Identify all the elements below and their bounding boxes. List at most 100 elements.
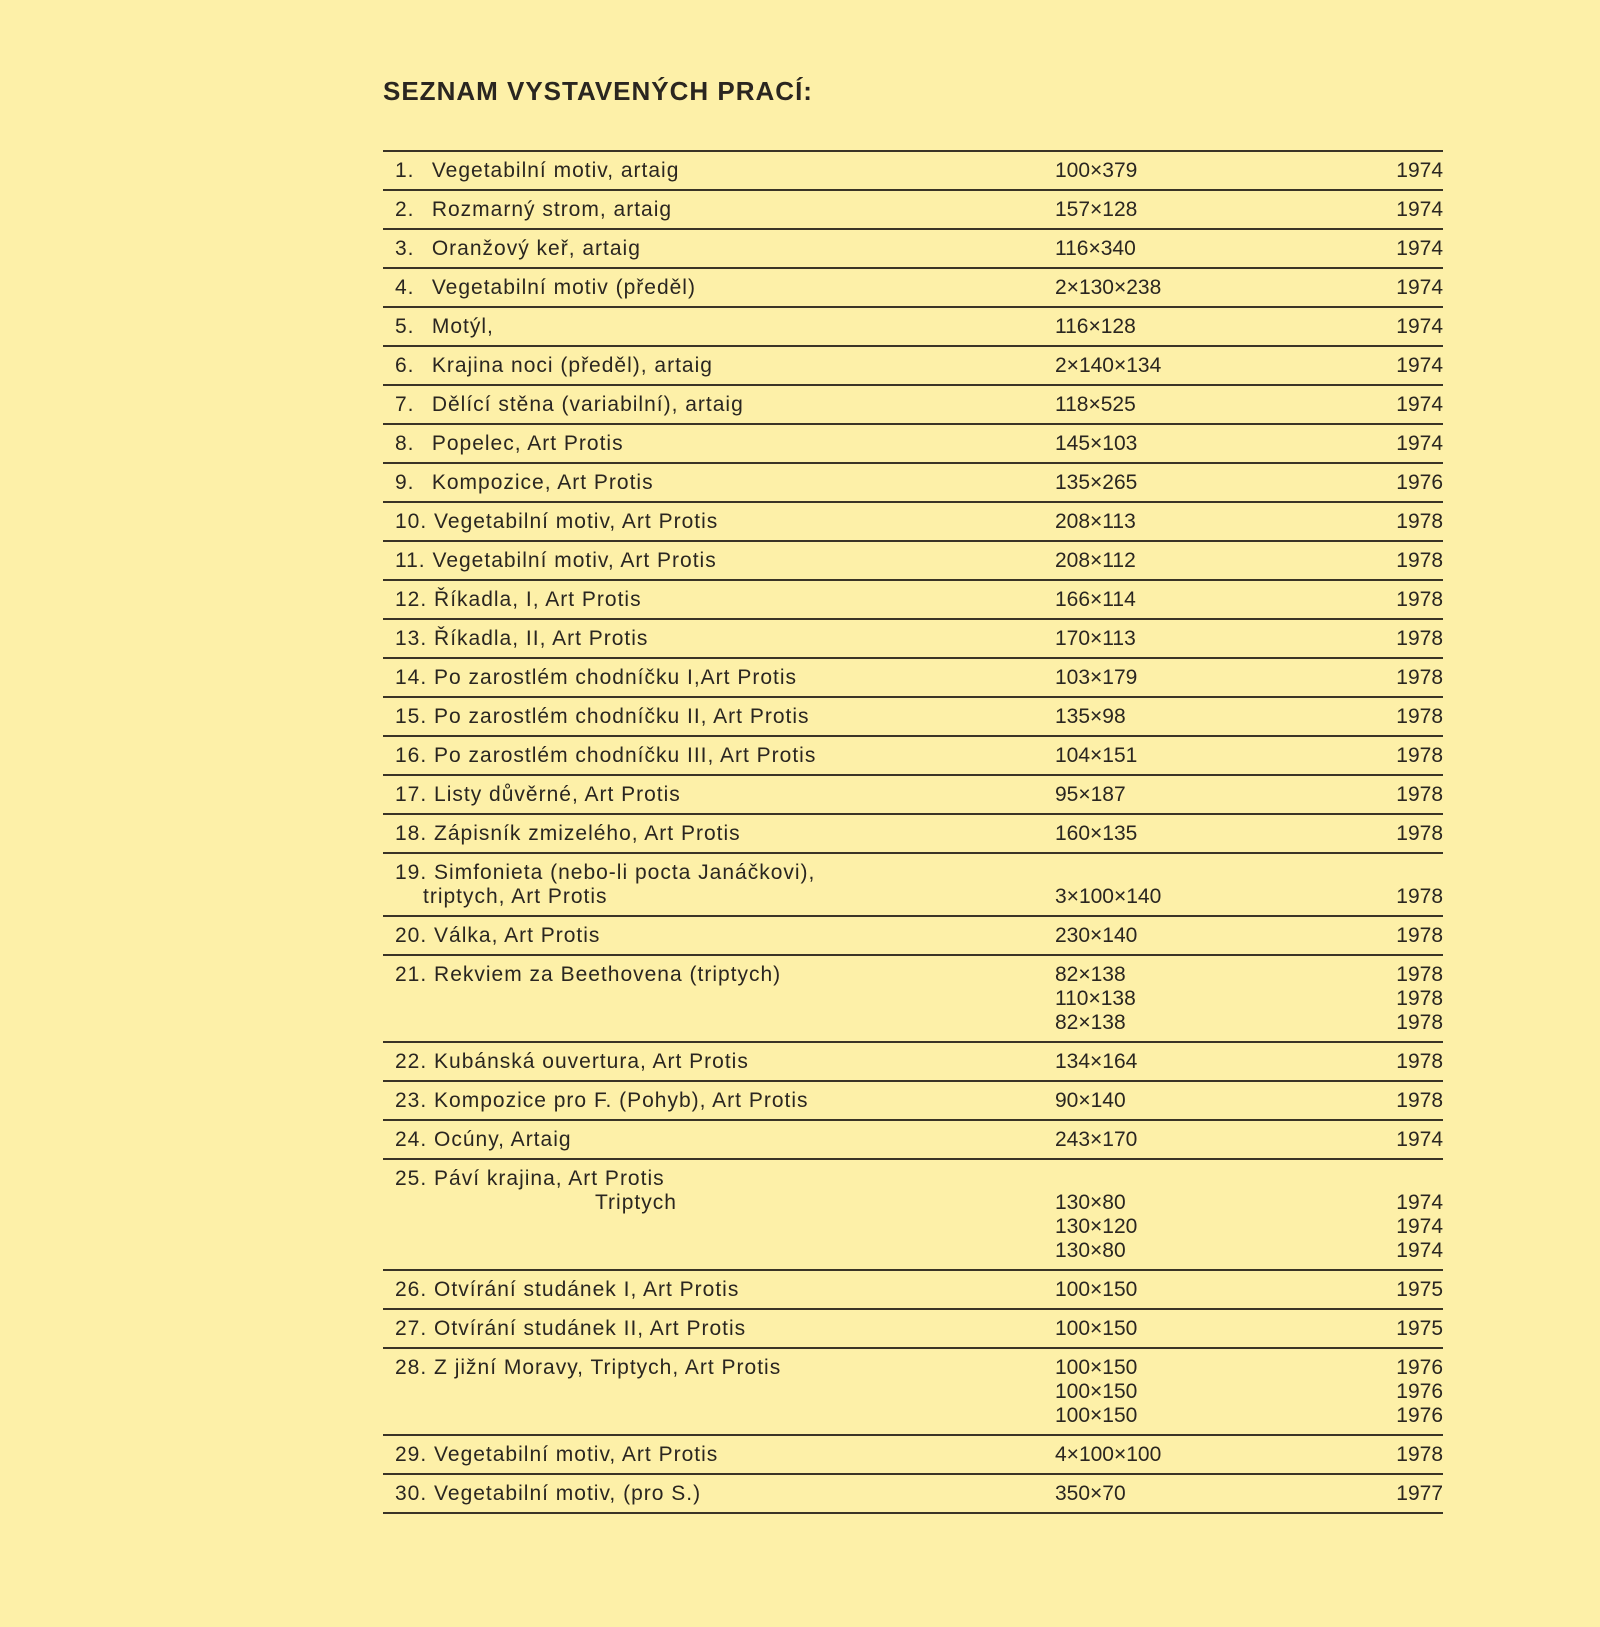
work-dimensions-cell: 170×113	[1055, 627, 1345, 651]
work-year-cell: 1974	[1345, 237, 1443, 261]
work-row: 17. Listy důvěrné, Art Protis 95×187 1978	[383, 776, 1443, 815]
work-number: 8.	[395, 432, 415, 455]
work-number: 12.	[395, 588, 428, 611]
work-title-line: 21. Rekviem za Beethovena (triptych)	[395, 963, 782, 986]
works-list: 1. Vegetabilní motiv, artaig 100×379 1974 2…	[383, 150, 1443, 1514]
work-dimensions: 135×98	[1055, 705, 1126, 728]
work-title-cell: 3. Oranžový keř, artaig	[383, 237, 1055, 261]
work-year-cell: 1978	[1345, 1050, 1443, 1074]
work-row: 21. Rekviem za Beethovena (triptych) 82×1…	[383, 956, 1443, 1043]
work-number: 22.	[395, 1050, 428, 1073]
work-title-line: 16. Po zarostlém chodníčku III, Art Prot…	[395, 744, 817, 767]
work-number: 14.	[395, 666, 428, 689]
work-year: 1978	[1396, 705, 1443, 728]
work-dimensions-cell: 100×379	[1055, 159, 1345, 183]
work-number: 26.	[395, 1278, 428, 1301]
work-title-cell: 12. Říkadla, I, Art Protis	[383, 588, 1055, 612]
work-dimensions: 208×112	[1055, 549, 1136, 572]
work-number: 6.	[395, 354, 415, 377]
work-title-cell: 22. Kubánská ouvertura, Art Protis	[383, 1050, 1055, 1074]
work-title-line: 24. Ocúny, Artaig	[395, 1128, 572, 1151]
work-number: 19.	[395, 861, 428, 884]
work-dimensions: 100×150	[1055, 1356, 1138, 1379]
work-dimensions: 103×179	[1055, 666, 1138, 689]
work-row: 4. Vegetabilní motiv (předěl) 2×130×238 19…	[383, 269, 1443, 308]
work-number: 24.	[395, 1128, 428, 1151]
work-year: 1978	[1396, 1050, 1443, 1073]
work-dimensions: 3×100×140	[1055, 885, 1162, 908]
work-row: 3. Oranžový keř, artaig 116×340 1974	[383, 230, 1443, 269]
work-dimensions-cell: 95×187	[1055, 783, 1345, 807]
work-title-cell: 19. Simfonieta (nebo-li pocta Janáčkovi)…	[383, 861, 1055, 909]
work-row: 19. Simfonieta (nebo-li pocta Janáčkovi)…	[383, 854, 1443, 917]
work-number: 2.	[395, 198, 415, 221]
work-row: 14. Po zarostlém chodníčku I,Art Protis 1…	[383, 659, 1443, 698]
work-year: 1974	[1396, 237, 1443, 260]
work-title-cell: 11. Vegetabilní motiv, Art Protis	[383, 549, 1055, 573]
work-year-cell: 1976 1976 1976	[1345, 1356, 1443, 1428]
work-title-cell: 6. Krajina noci (předěl), artaig	[383, 354, 1055, 378]
work-dimensions: 208×113	[1055, 510, 1136, 533]
work-year-cell: 1978	[1345, 744, 1443, 768]
work-row: 1. Vegetabilní motiv, artaig 100×379 1974	[383, 152, 1443, 191]
work-title-line: 7. Dělící stěna (variabilní), artaig	[395, 393, 744, 416]
work-number: 18.	[395, 822, 428, 845]
work-title-line: 30. Vegetabilní motiv, (pro S.)	[395, 1482, 702, 1505]
work-number: 4.	[395, 276, 415, 299]
work-dimensions-cell: 157×128	[1055, 198, 1345, 222]
work-title-line: 25. Páví krajina, Art Protis	[395, 1167, 665, 1190]
work-year-cell: 1974	[1345, 393, 1443, 417]
work-number: 17.	[395, 783, 428, 806]
work-dimensions: 100×150	[1055, 1278, 1138, 1301]
work-dimensions: 2×130×238	[1055, 276, 1162, 299]
work-year: 1974	[1396, 315, 1443, 338]
work-year-cell: 1978 1978 1978	[1345, 963, 1443, 1035]
work-title-cell: 8. Popelec, Art Protis	[383, 432, 1055, 456]
work-dimensions: 166×114	[1055, 588, 1136, 611]
work-year-cell: 1975	[1345, 1317, 1443, 1341]
work-title-line: 23. Kompozice pro F. (Pohyb), Art Protis	[395, 1089, 809, 1112]
work-year: 1974	[1396, 393, 1443, 416]
work-title-cell: 27. Otvírání studánek II, Art Protis	[383, 1317, 1055, 1341]
work-row: 22. Kubánská ouvertura, Art Protis 134×16…	[383, 1043, 1443, 1082]
work-dimensions: 157×128	[1055, 198, 1138, 221]
work-title-cell: 24. Ocúny, Artaig	[383, 1128, 1055, 1152]
work-dimensions-cell: 4×100×100	[1055, 1443, 1345, 1467]
work-title-line: 13. Říkadla, II, Art Protis	[395, 627, 649, 650]
work-dimensions: 110×138	[1055, 987, 1136, 1010]
work-dimensions: 100×150	[1055, 1317, 1138, 1340]
work-year-cell: 1974	[1345, 198, 1443, 222]
work-dimensions-cell: 130×80 130×120 130×80	[1055, 1167, 1345, 1263]
work-title-cell: 17. Listy důvěrné, Art Protis	[383, 783, 1055, 807]
work-year: 1974	[1396, 1239, 1443, 1262]
work-dimensions-cell: 145×103	[1055, 432, 1345, 456]
work-year: 1978	[1396, 885, 1443, 908]
work-number: 11.	[395, 549, 426, 572]
work-row: 15. Po zarostlém chodníčku II, Art Proti…	[383, 698, 1443, 737]
work-dimensions: 135×265	[1055, 471, 1138, 494]
work-dimensions: 100×379	[1055, 159, 1138, 182]
work-dimensions-cell: 208×112	[1055, 549, 1345, 573]
work-dimensions: 170×113	[1055, 627, 1136, 650]
work-dimensions-cell: 116×340	[1055, 237, 1345, 261]
work-year: 1974	[1396, 276, 1443, 299]
work-title-cell: 16. Po zarostlém chodníčku III, Art Prot…	[383, 744, 1055, 768]
work-title-cell: 29. Vegetabilní motiv, Art Protis	[383, 1443, 1055, 1467]
work-title-cell: 5. Motýl,	[383, 315, 1055, 339]
work-row: 7. Dělící stěna (variabilní), artaig 118×…	[383, 386, 1443, 425]
work-row: 29. Vegetabilní motiv, Art Protis 4×100×1…	[383, 1436, 1443, 1475]
work-number: 20.	[395, 924, 428, 947]
work-dimensions-cell: 135×265	[1055, 471, 1345, 495]
work-title-line: 11. Vegetabilní motiv, Art Protis	[395, 549, 717, 572]
work-year-cell: 1978	[1345, 1443, 1443, 1467]
work-title-line: 27. Otvírání studánek II, Art Protis	[395, 1317, 747, 1340]
work-title-cell: 28. Z jižní Moravy, Triptych, Art Protis	[383, 1356, 1055, 1428]
work-title-line: Triptych	[595, 1191, 677, 1214]
work-dimensions-cell: 116×128	[1055, 315, 1345, 339]
work-number: 16.	[395, 744, 428, 767]
work-year: 1978	[1396, 627, 1443, 650]
work-title-cell: 2. Rozmarný strom, artaig	[383, 198, 1055, 222]
work-title-cell: 20. Válka, Art Protis	[383, 924, 1055, 948]
work-title-line: 10. Vegetabilní motiv, Art Protis	[395, 510, 719, 533]
work-row: 26. Otvírání studánek I, Art Protis 100×1…	[383, 1271, 1443, 1310]
